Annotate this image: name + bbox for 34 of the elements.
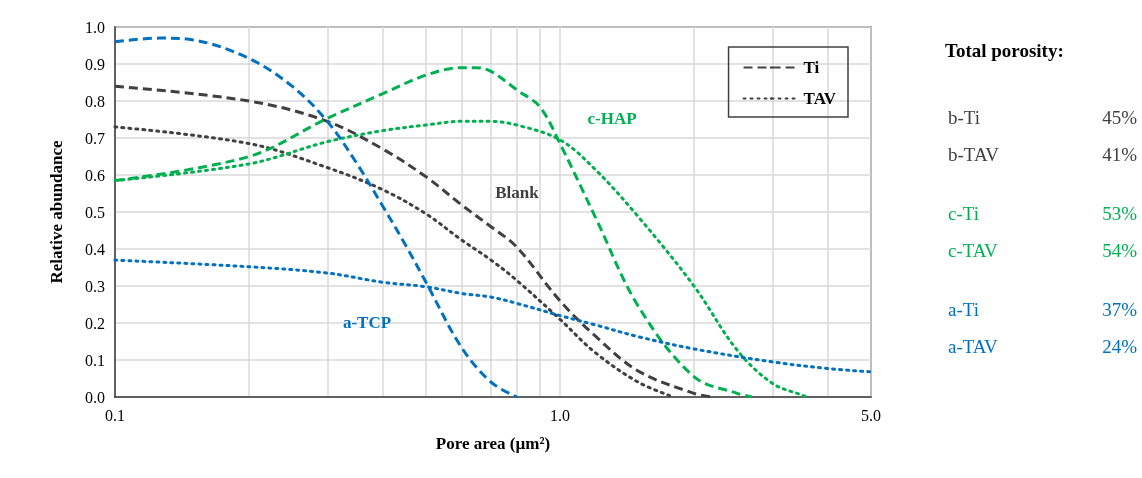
- y-tick-label: 0.2: [85, 314, 105, 332]
- x-tick-label: 0.1: [105, 406, 125, 424]
- y-tick-label: 0.1: [85, 351, 105, 369]
- text: 37%: [1102, 298, 1138, 320]
- text: Total porosity:: [945, 39, 1064, 61]
- x-axis-title: Pore area (µm²): [435, 434, 551, 453]
- text: c-Ti: [948, 202, 979, 224]
- text: 45%: [1102, 106, 1138, 128]
- text: 24%: [1102, 335, 1138, 357]
- y-tick-label: 0.5: [85, 203, 105, 221]
- annotation: Blank: [495, 182, 540, 202]
- y-axis-title: Relative abundance: [47, 140, 66, 284]
- y-tick-label: 0.6: [85, 166, 105, 184]
- text: a-Ti: [948, 298, 979, 320]
- text: b-Ti: [948, 106, 981, 128]
- text: b-TAV: [948, 143, 1000, 165]
- y-tick-label: 0.8: [85, 92, 105, 110]
- annotation: c-HAP: [587, 108, 637, 128]
- y-tick-label: 0.9: [85, 55, 105, 73]
- text: a-TAV: [948, 335, 999, 357]
- legend-label: Ti: [803, 58, 820, 77]
- y-tick-label: 0.7: [85, 129, 105, 147]
- text: 53%: [1102, 202, 1138, 224]
- x-tick-label: 5.0: [861, 406, 881, 424]
- text: c-TAV: [948, 239, 999, 261]
- y-tick-label: 1.0: [85, 18, 105, 36]
- text: 54%: [1102, 239, 1138, 261]
- y-tick-label: 0.3: [85, 277, 105, 295]
- x-tick-label: 1.0: [549, 406, 570, 424]
- legend-label: TAV: [803, 89, 837, 108]
- y-tick-label: 0.4: [85, 240, 105, 258]
- annotation: a-TCP: [342, 312, 392, 332]
- text: 41%: [1102, 143, 1138, 165]
- y-tick-label: 0.0: [85, 388, 105, 406]
